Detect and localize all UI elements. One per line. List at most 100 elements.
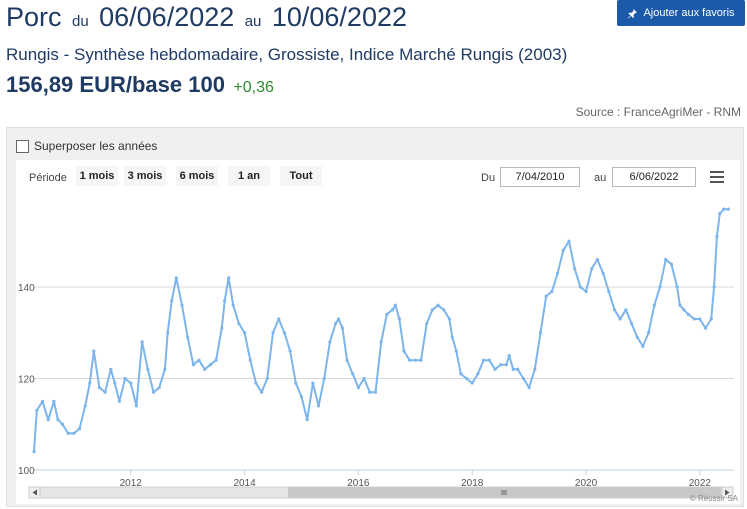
- data-point: [678, 303, 682, 307]
- data-point: [544, 294, 548, 298]
- favorite-label: Ajouter aux favoris: [643, 7, 735, 19]
- overlay-years-toggle[interactable]: Superposer les années: [16, 139, 157, 153]
- data-point: [511, 367, 515, 371]
- add-favorite-button[interactable]: Ajouter aux favoris: [617, 0, 745, 26]
- data-point: [464, 376, 469, 381]
- x-tick-label: 2012: [120, 478, 143, 489]
- data-point: [109, 367, 113, 371]
- grip-icon: [501, 490, 507, 495]
- data-point: [334, 321, 338, 326]
- data-point: [715, 235, 719, 239]
- data-point: [712, 285, 716, 289]
- au-label: au: [244, 13, 262, 30]
- data-point: [408, 358, 412, 362]
- x-tick-label: 2016: [347, 478, 370, 489]
- data-point: [629, 321, 634, 326]
- data-point: [447, 317, 452, 321]
- from-date-input[interactable]: 7/04/2010: [500, 167, 580, 187]
- data-point: [227, 276, 231, 280]
- data-point: [113, 381, 117, 385]
- data-point: [459, 372, 463, 376]
- data-point: [527, 386, 531, 390]
- data-point: [402, 349, 406, 353]
- data-point: [208, 363, 213, 367]
- range-6-months-button[interactable]: 6 mois: [176, 166, 218, 186]
- source-text: Source : FranceAgriMer - RNM: [575, 105, 741, 119]
- data-point: [60, 422, 65, 426]
- data-point: [103, 390, 107, 394]
- hamburger-menu-icon[interactable]: [710, 171, 724, 183]
- data-point: [237, 321, 241, 326]
- range-all-button[interactable]: Tout: [280, 166, 322, 186]
- data-point: [726, 207, 730, 211]
- y-axis-ticks: 100 120 140: [18, 283, 35, 477]
- data-point: [561, 248, 565, 252]
- data-point: [487, 358, 491, 362]
- data-point: [97, 386, 102, 390]
- to-label: au: [594, 172, 607, 184]
- data-point: [607, 289, 611, 294]
- data-point: [123, 376, 127, 381]
- data-point: [368, 390, 372, 394]
- data-point: [476, 372, 480, 376]
- data-point: [203, 367, 207, 371]
- data-point: [504, 363, 508, 367]
- data-point: [499, 363, 503, 367]
- data-point: [686, 312, 691, 317]
- from-label: Du: [481, 172, 496, 184]
- data-point: [72, 431, 76, 435]
- data-point: [35, 408, 39, 413]
- data-point: [92, 349, 96, 353]
- data-point: [362, 376, 366, 381]
- credit-text: © Réussir SA: [689, 494, 738, 503]
- page-title: Porc du 06/06/2022 au 10/06/2022: [6, 2, 407, 33]
- data-point: [722, 207, 726, 211]
- data-point: [430, 308, 434, 312]
- data-point: [88, 381, 92, 385]
- data-point: [573, 267, 577, 271]
- data-point: [231, 303, 235, 307]
- data-point: [507, 353, 511, 358]
- navigator-scrollbar[interactable]: [28, 486, 734, 499]
- x-axis-ticks: 2012 2014 2016 2018 2020 2022: [120, 470, 711, 489]
- data-point: [675, 285, 679, 289]
- data-point: [157, 386, 161, 390]
- data-point: [718, 212, 722, 216]
- data-point: [612, 308, 617, 312]
- overlay-checkbox[interactable]: [16, 139, 29, 153]
- data-point: [248, 358, 252, 362]
- data-point: [595, 257, 600, 262]
- data-point: [32, 450, 36, 454]
- data-point: [163, 367, 167, 371]
- range-1-year-button[interactable]: 1 an: [228, 166, 270, 186]
- data-point: [345, 358, 349, 362]
- data-point: [373, 390, 378, 394]
- data-point: [146, 367, 150, 371]
- data-point: [117, 399, 121, 403]
- chart-panel: Superposer les années Période 1 mois 3 m…: [6, 127, 744, 507]
- chart-toolbar: Période 1 mois 3 mois 6 mois 1 an Tout D…: [16, 160, 740, 196]
- series-line-porc: [33, 208, 729, 452]
- subtitle: Rungis - Synthèse hebdomadaire, Grossist…: [6, 45, 568, 64]
- data-point: [682, 308, 686, 312]
- data-point: [242, 331, 247, 335]
- range-3-months-button[interactable]: 3 mois: [124, 166, 166, 186]
- data-point: [260, 390, 264, 394]
- data-point: [635, 335, 639, 339]
- range-1-month-button[interactable]: 1 mois: [76, 166, 118, 186]
- to-date-input[interactable]: 6/06/2022: [612, 167, 696, 187]
- data-point: [311, 381, 315, 385]
- data-point: [134, 404, 139, 408]
- data-point: [379, 340, 383, 344]
- data-point: [288, 349, 292, 353]
- data-point: [652, 303, 656, 307]
- chevron-right-icon: [725, 489, 730, 496]
- data-point: [46, 418, 50, 422]
- data-point: [397, 317, 401, 321]
- line-chart: 100 120 140 2012 2014 2016 2018 2020 2022: [18, 207, 734, 499]
- du-label: du: [71, 13, 89, 30]
- data-point: [669, 262, 673, 266]
- chevron-left-icon: [32, 489, 37, 496]
- data-point: [197, 358, 201, 362]
- data-point: [305, 418, 309, 422]
